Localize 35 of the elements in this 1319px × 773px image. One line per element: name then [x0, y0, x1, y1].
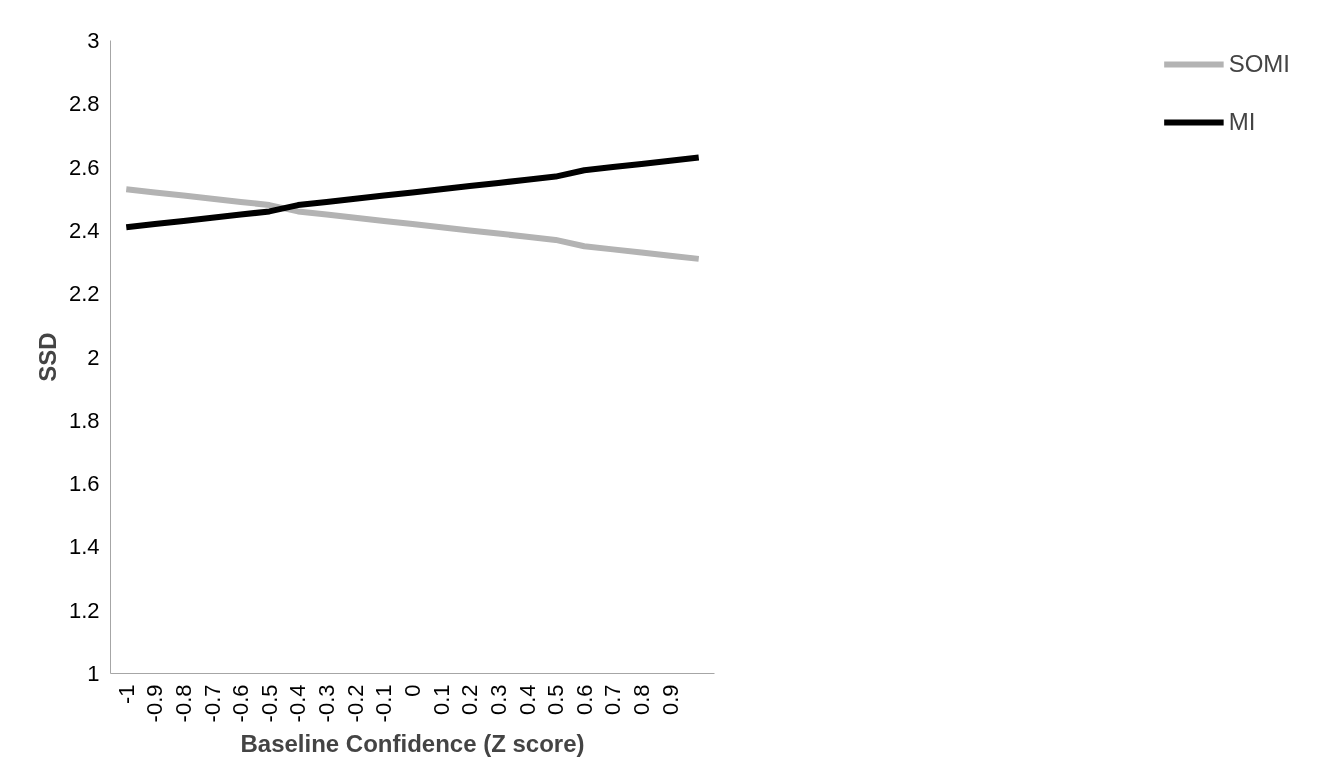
y-tick-label: 2 [87, 344, 100, 370]
x-tick-label: 0.1 [428, 684, 454, 716]
y-tick-label: 1.2 [68, 597, 100, 623]
x-tick-label: 0.5 [543, 684, 569, 716]
x-tick-label: 0.4 [514, 684, 540, 716]
x-tick-label: 0.2 [457, 684, 483, 716]
x-tick-label: -1 [113, 684, 139, 705]
y-tick-label: 3 [87, 28, 100, 53]
y-tick-label: 1.6 [68, 471, 100, 497]
x-tick-label: -0.3 [314, 684, 340, 723]
y-axis-title: SSD [33, 332, 61, 382]
x-tick-label: 0 [400, 684, 425, 697]
x-tick-label: -0.4 [285, 684, 311, 723]
x-axis-title: Baseline Confidence (Z score) [240, 730, 585, 758]
x-tick-label: 0.8 [629, 684, 654, 716]
y-tick-label: 2.8 [68, 91, 100, 117]
legend-label: SOMI [1228, 50, 1290, 78]
x-tick-label: -0.8 [171, 684, 196, 723]
x-tick-label: 0.9 [657, 684, 683, 716]
y-tick-label: 2.6 [68, 154, 100, 180]
x-tick-label: 0.7 [600, 684, 626, 716]
y-tick-label: 2.4 [68, 217, 100, 243]
x-tick-label: -0.7 [199, 684, 225, 723]
x-tick-label: 0.6 [571, 684, 597, 716]
x-tick-label: -0.5 [256, 684, 282, 723]
x-tick-label: -0.2 [342, 684, 368, 723]
y-tick-label: 1.4 [68, 534, 100, 560]
x-tick-label: -0.9 [142, 684, 168, 723]
x-tick-label: 0.3 [485, 684, 511, 716]
x-tick-label: -0.1 [371, 684, 397, 723]
legend-label: MI [1228, 108, 1256, 136]
y-tick-label: 1.8 [68, 407, 100, 433]
y-tick-label: 1 [87, 661, 100, 686]
x-tick-label: -0.6 [228, 684, 254, 723]
y-tick-label: 2.2 [68, 281, 100, 307]
